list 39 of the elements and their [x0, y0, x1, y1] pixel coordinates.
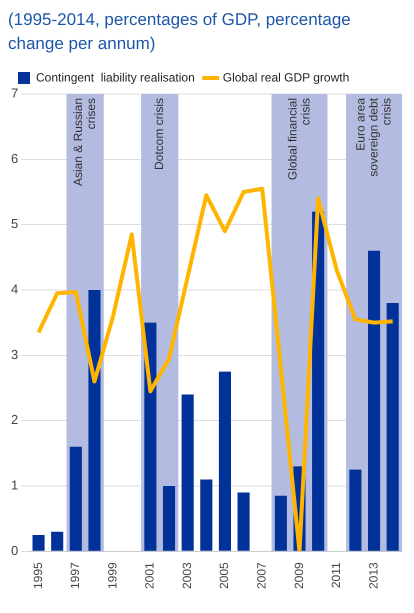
x-tick-label: 1997 — [68, 562, 82, 590]
x-tick-label: 2003 — [180, 562, 194, 590]
x-tick-label: 1995 — [30, 562, 45, 590]
x-tick-label: 2011 — [329, 562, 344, 588]
bar — [386, 303, 399, 551]
bar — [70, 446, 82, 551]
y-tick-label: 0 — [10, 542, 18, 558]
y-tick-label: 6 — [10, 150, 18, 166]
x-tick-label: 2013 — [366, 562, 380, 590]
x-tick-label: 2001 — [142, 562, 157, 590]
chart-title: (1995-2014, percentages of GDP, percentage change per annum) — [8, 9, 352, 55]
y-tick-label: 7 — [10, 86, 18, 101]
bar — [182, 394, 194, 551]
bar — [218, 372, 231, 551]
band-label: Euro area sovereign debt crisis — [353, 97, 394, 177]
y-tick-label: 1 — [10, 478, 18, 493]
x-tick-label: 2009 — [292, 562, 306, 590]
x-tick-label: 1999 — [105, 562, 120, 590]
legend-label: Contingent liability realisation — [36, 70, 195, 84]
bar — [88, 290, 101, 551]
band-label: Global financial crisis — [285, 98, 312, 180]
x-tick-label: 2007 — [254, 562, 269, 590]
band-label: Asian & Russian crises — [70, 98, 98, 186]
y-tick-label: 5 — [10, 216, 18, 232]
y-tick-label: 2 — [10, 412, 18, 428]
bar — [32, 534, 45, 551]
y-tick-label: 4 — [10, 282, 18, 297]
y-tick-label: 3 — [10, 346, 18, 362]
bar — [200, 479, 212, 551]
bar — [368, 250, 380, 551]
bar — [51, 532, 64, 551]
bar — [162, 486, 176, 551]
band-label: Dotcom crisis — [152, 98, 166, 170]
legend-label: Global real GDP growth — [222, 70, 350, 84]
x-tick-label: 2005 — [217, 562, 232, 590]
bar — [144, 322, 156, 551]
bar — [349, 470, 362, 551]
bar — [238, 492, 250, 551]
bar — [274, 496, 287, 551]
